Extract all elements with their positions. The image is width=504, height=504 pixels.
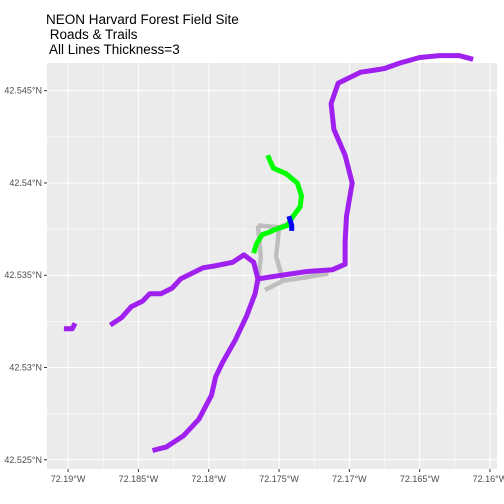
y-tick-label: 42.525°N bbox=[4, 455, 42, 465]
map-line-series-0-path-0 bbox=[257, 223, 286, 282]
x-tick-label: 72.185°W bbox=[119, 474, 159, 484]
x-tick-label: 72.165°W bbox=[400, 474, 440, 484]
map-title-line-3: All Lines Thickness=3 bbox=[46, 42, 180, 57]
map-line-series-1-path-1 bbox=[257, 53, 474, 282]
plot-panel bbox=[47, 63, 497, 469]
map-line-series-0-path-3 bbox=[282, 271, 329, 284]
map-title-line-1: NEON Harvard Forest Field Site bbox=[46, 12, 239, 27]
map-line-series-2-path-0 bbox=[251, 154, 304, 254]
y-tick-label: 42.545°N bbox=[4, 86, 42, 96]
y-tick-label: 42.53°N bbox=[9, 363, 42, 373]
x-tick-label: 72.17°W bbox=[332, 474, 367, 484]
y-tick-label: 42.535°N bbox=[4, 270, 42, 280]
map-line-series-0-path-2 bbox=[263, 278, 285, 293]
x-tick-label: 72.16°W bbox=[473, 474, 504, 484]
x-tick-label: 72.18°W bbox=[191, 474, 226, 484]
x-tick-label: 72.19°W bbox=[51, 474, 86, 484]
map-line-series-1-path-0 bbox=[108, 252, 261, 453]
map-line-series-1-path-2 bbox=[63, 322, 78, 332]
map-title-line-2: Roads & Trails bbox=[46, 27, 138, 42]
map-line-series-3-path-0 bbox=[286, 215, 295, 231]
y-tick-label: 42.54°N bbox=[9, 178, 42, 188]
x-tick-label: 72.175°W bbox=[259, 474, 299, 484]
